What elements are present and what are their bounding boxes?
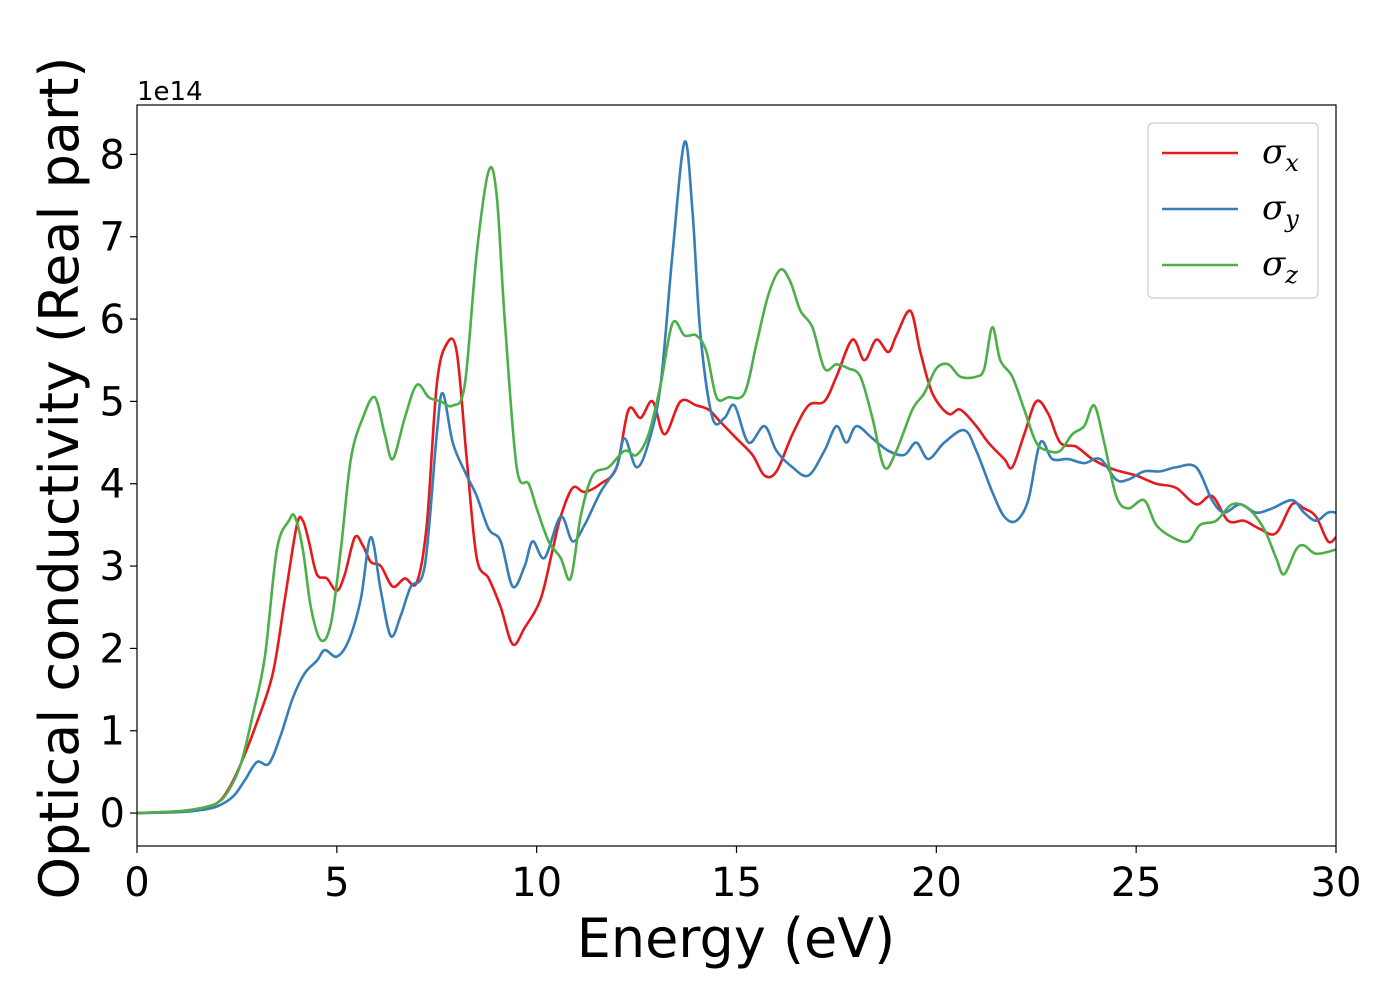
x-tick-label: 5 [324,860,349,906]
series-line-x [137,309,1336,815]
y-tick-label: 4 [100,462,125,508]
y-tick-label: 3 [100,544,125,590]
x-axis: 0 5 10 15 20 25 30 [124,846,1361,906]
legend-frame [1147,122,1319,299]
y-axis-label: Optical conductivity (Real part) [28,57,91,900]
x-tick-label: 10 [511,860,562,906]
y-axis: 0 1 2 3 4 5 6 7 8 [100,132,137,837]
y-tick-label: 8 [100,132,125,178]
y-tick-label: 1 [100,709,125,755]
y-tick-label: 0 [100,791,125,837]
series-layer [137,140,1336,815]
legend-label-y: σy [1262,188,1299,233]
x-axis-label: Energy (eV) [577,907,896,970]
x-tick-label: 20 [911,860,962,906]
x-tick-label: 30 [1311,860,1362,906]
x-tick-label: 0 [124,860,149,906]
y-tick-label: 7 [100,215,125,261]
legend-label-z: σz [1262,244,1298,289]
y-tick-label: 2 [100,626,125,672]
x-tick-label: 15 [711,860,762,906]
series-line-z [137,165,1336,815]
x-tick-label: 25 [1111,860,1162,906]
y-tick-label: 6 [100,297,125,343]
legend-label-x: σx [1262,132,1299,177]
y-tick-label: 5 [100,379,125,425]
y-offset-label: 1e14 [137,77,203,107]
legend: σx σy σz [1147,122,1319,299]
